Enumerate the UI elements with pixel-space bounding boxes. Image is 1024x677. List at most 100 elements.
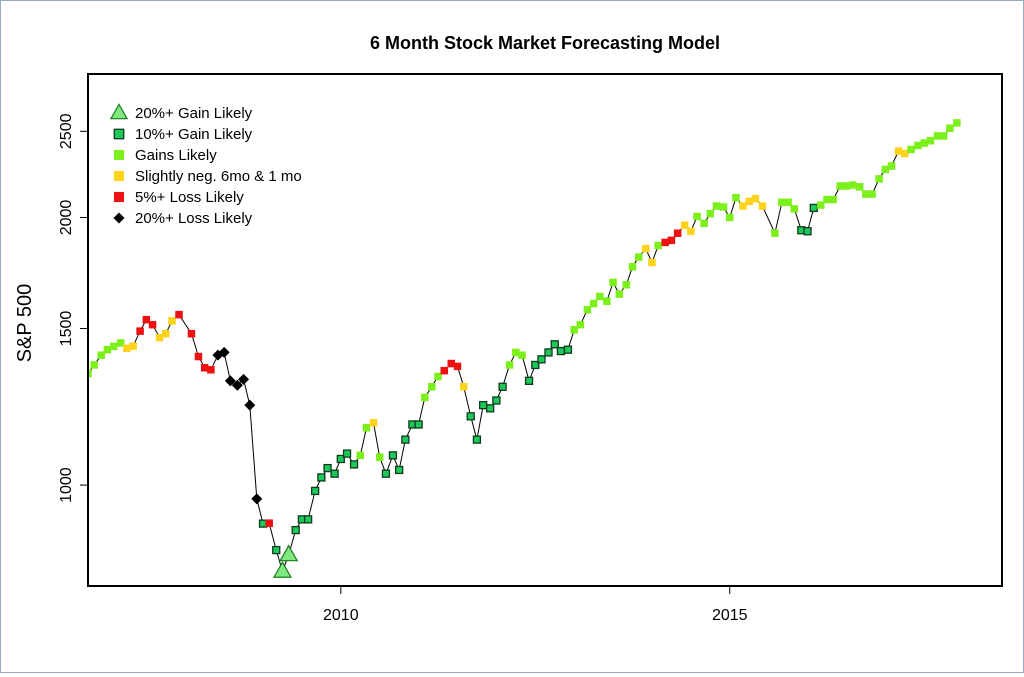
data-point-g <box>90 361 98 369</box>
data-point-g10 <box>544 348 553 357</box>
data-point-g10 <box>466 412 475 421</box>
data-point-g20 <box>279 544 299 562</box>
data-point-g10 <box>472 435 482 444</box>
data-point-g10 <box>492 396 501 405</box>
data-point-l5 <box>187 329 196 338</box>
data-point-l20 <box>244 399 256 411</box>
data-point-g <box>103 345 112 354</box>
data-point-n <box>680 221 689 230</box>
data-point-g <box>583 305 592 314</box>
legend-label-g10: 10%+ Gain Likely <box>135 126 253 143</box>
data-point-g10 <box>323 463 332 473</box>
data-point-g <box>778 198 786 207</box>
data-point-g10 <box>336 454 345 464</box>
data-point-l5 <box>136 327 144 335</box>
data-point-n <box>641 244 650 253</box>
data-point-g <box>712 202 721 210</box>
data-point-g10 <box>381 469 391 478</box>
data-point-l5 <box>447 359 456 368</box>
x-tick-label: 2015 <box>712 607 748 624</box>
data-point-g <box>116 339 125 347</box>
data-point-g <box>868 190 876 198</box>
legend-label-l20: 20%+ Loss Likely <box>135 210 253 227</box>
data-point-g <box>875 175 883 183</box>
y-tick-label: 2500 <box>58 113 75 149</box>
data-point-n <box>745 197 753 206</box>
y-tick-label: 2000 <box>58 200 75 236</box>
data-point-g <box>596 292 604 301</box>
data-point-l5 <box>142 315 151 324</box>
data-point-l5 <box>673 229 682 237</box>
data-point-n <box>129 342 137 350</box>
data-point-l5 <box>194 352 203 361</box>
data-point-g10 <box>303 515 313 524</box>
legend-marker-n <box>113 170 125 182</box>
data-point-n <box>751 194 760 203</box>
data-point-g <box>97 351 105 359</box>
data-point-g <box>706 209 715 218</box>
plot-area <box>88 119 961 578</box>
data-point-g <box>362 424 371 432</box>
data-point-n <box>123 344 131 353</box>
data-point-g <box>784 198 792 207</box>
plot-border <box>87 73 1003 587</box>
data-point-g <box>505 361 514 369</box>
data-point-n <box>687 227 695 235</box>
data-point-g <box>725 213 734 222</box>
data-point-n <box>155 333 164 342</box>
data-point-g10 <box>317 473 326 482</box>
data-point-g10 <box>486 404 495 413</box>
data-point-l20 <box>238 373 250 385</box>
legend-label-l5: 5%+ Loss Likely <box>135 189 244 206</box>
data-point-g <box>693 212 701 221</box>
data-point-g <box>634 253 643 261</box>
data-point-g10 <box>349 460 359 469</box>
data-point-g <box>109 342 118 351</box>
legend-marker-g10 <box>113 128 125 140</box>
data-point-g <box>862 190 870 198</box>
data-point-n <box>901 149 909 158</box>
data-point-g <box>428 383 436 391</box>
data-point-l5 <box>207 366 215 374</box>
data-point-g <box>939 132 948 140</box>
data-point-g10 <box>803 227 812 236</box>
data-point-g10 <box>498 382 507 391</box>
data-point-l5 <box>661 238 669 247</box>
data-point-g10 <box>394 465 404 475</box>
data-point-g <box>823 195 831 204</box>
data-point-g <box>848 181 857 189</box>
data-point-g10 <box>550 340 559 349</box>
data-point-g <box>920 139 928 147</box>
data-point-g <box>512 348 520 357</box>
data-point-g10 <box>531 360 540 370</box>
legend-label-g: Gains Likely <box>135 147 217 164</box>
data-point-g <box>881 165 890 174</box>
data-point-n <box>739 202 747 210</box>
data-point-g <box>622 281 631 289</box>
data-point-g <box>421 393 429 402</box>
data-point-g <box>855 183 864 191</box>
data-point-g <box>628 263 637 271</box>
data-point-g <box>375 453 384 461</box>
data-point-l5 <box>175 310 183 319</box>
data-point-l5 <box>440 366 449 375</box>
data-point-g10 <box>563 345 573 354</box>
data-point-g10 <box>342 449 352 458</box>
data-point-g <box>654 241 662 250</box>
data-point-g10 <box>479 401 488 410</box>
legend-marker-g <box>113 149 125 161</box>
data-point-l5 <box>453 362 462 371</box>
data-point-g <box>914 141 922 150</box>
data-point-g10 <box>401 435 410 444</box>
y-tick-label: 1000 <box>58 467 75 503</box>
data-point-g <box>836 182 844 190</box>
data-point-g10 <box>330 469 339 478</box>
data-point-g <box>589 299 598 308</box>
x-tick-label: 2010 <box>323 607 359 624</box>
data-point-g10 <box>537 355 546 364</box>
data-point-g10 <box>291 525 300 535</box>
data-point-g <box>518 351 526 359</box>
data-point-g20 <box>272 561 292 578</box>
data-point-g <box>953 119 961 127</box>
